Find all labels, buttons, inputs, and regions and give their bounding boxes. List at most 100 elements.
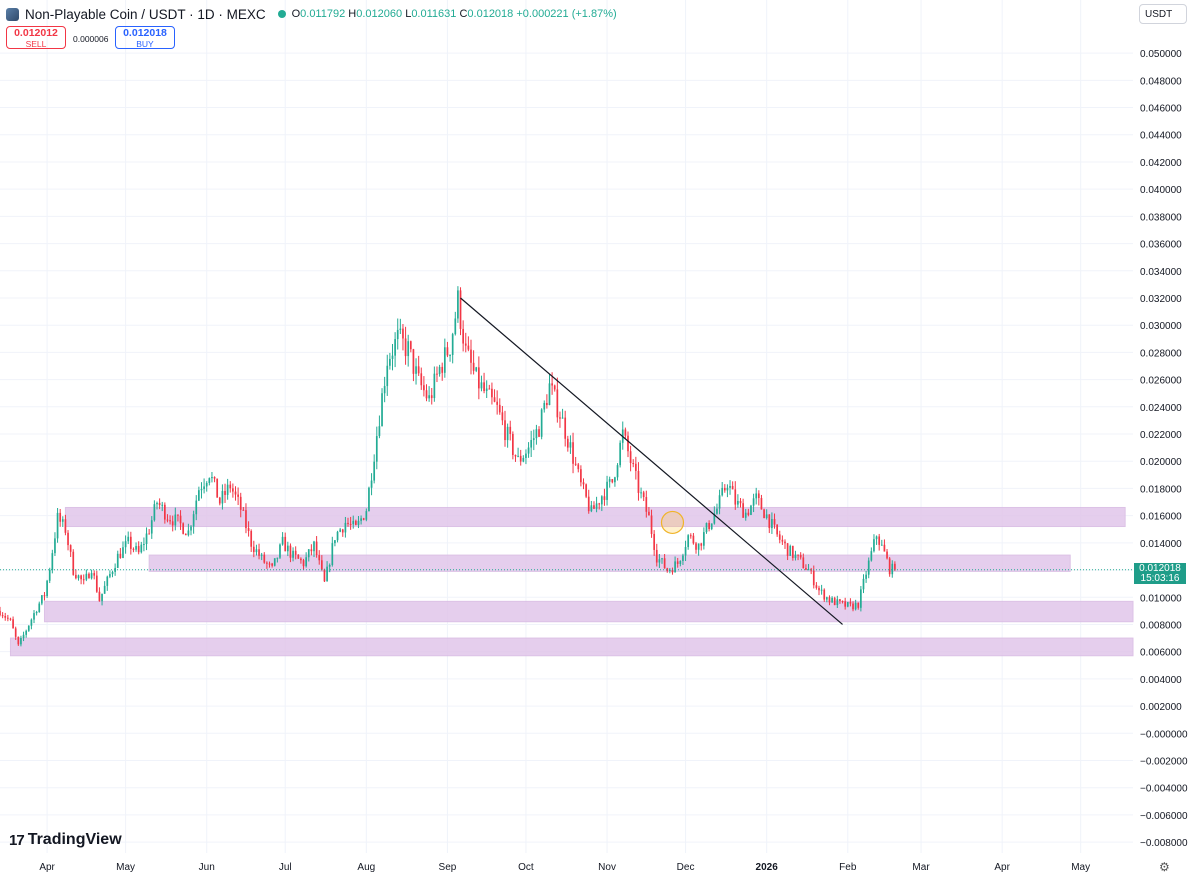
candle-body [417, 366, 420, 374]
y-tick-label: 0.048000 [1140, 76, 1182, 87]
candle-body [14, 628, 17, 637]
candle-body [6, 617, 9, 619]
candle-body [182, 523, 185, 534]
candle-body [655, 549, 658, 563]
candle-body [396, 329, 399, 340]
candle-body [504, 420, 506, 441]
candle-body [666, 568, 669, 572]
y-tick-label: 0.006000 [1140, 648, 1182, 659]
candle-body [569, 442, 572, 448]
x-tick-label: Mar [912, 862, 930, 873]
candle-body [242, 509, 245, 511]
candle-body [658, 559, 661, 563]
candle-body [33, 613, 35, 620]
breakout-marker [660, 510, 685, 535]
y-tick-label: 0.010000 [1140, 593, 1182, 604]
y-tick-label: 0.008000 [1140, 620, 1182, 631]
candle-body [755, 493, 758, 499]
candle-body [695, 543, 697, 550]
price-axis[interactable]: 0.050000 0.048000 0.046000 0.044000 0.042000… [1140, 49, 1188, 849]
candle-body [389, 358, 391, 366]
candle-body [391, 355, 394, 359]
candle-body [828, 597, 831, 603]
candle-body [697, 543, 700, 550]
candle-body [870, 551, 873, 561]
candle-body [663, 558, 666, 569]
candle-body [331, 543, 334, 565]
candle-body [360, 518, 362, 521]
x-tick-label: May [1071, 862, 1090, 873]
candle-body [614, 477, 616, 483]
candle-body [791, 545, 794, 558]
candle-body [349, 523, 352, 525]
candle-body [198, 490, 200, 501]
candle-body [818, 587, 820, 591]
candle-body [158, 502, 161, 506]
candle-body [846, 602, 849, 607]
candle-body [768, 514, 771, 529]
candle-body [226, 484, 229, 495]
candle-body [93, 573, 96, 576]
candle-body [648, 511, 650, 516]
candle-body [802, 557, 805, 569]
symbol-title[interactable]: Non-Playable Coin / USDT · 1D · MEXC [25, 6, 266, 22]
candle-body [268, 563, 271, 565]
candle-body [844, 601, 847, 607]
candle-body [854, 602, 857, 610]
currency-select[interactable]: USDT [1139, 4, 1187, 24]
candle-body [543, 403, 546, 410]
candle-body [559, 417, 561, 419]
candle-body [778, 534, 781, 540]
candle-body [731, 485, 734, 490]
candle-body [61, 519, 64, 522]
candle-body [750, 505, 752, 515]
candle-body [59, 512, 62, 522]
candle-body [245, 510, 247, 529]
candle-body [255, 549, 258, 553]
y-tick-label: 0.020000 [1140, 457, 1182, 468]
candle-body [82, 579, 85, 581]
candle-body [606, 481, 608, 500]
candle-body [650, 515, 653, 534]
candle-body [0, 610, 1, 616]
chart-header: Non-Playable Coin / USDT · 1D · MEXC O0.… [6, 5, 617, 23]
candle-body [171, 521, 174, 526]
settings-gear-icon[interactable]: ⚙ [1159, 860, 1170, 874]
candle-body [334, 540, 336, 544]
sell-button[interactable]: 0.012012 SELL [6, 26, 66, 49]
candle-body [386, 365, 389, 387]
tradingview-logo[interactable]: 17 TradingView [9, 831, 122, 849]
support-zone [43, 600, 1134, 623]
candle-body [580, 469, 582, 483]
candle-body [145, 533, 148, 545]
time-axis[interactable]: Apr May Jun Jul Aug Sep Oct Nov Dec 2026 Feb Mar Apr… [39, 862, 1090, 873]
candle-body [56, 512, 59, 539]
candle-body [203, 486, 205, 490]
candle-body [860, 589, 862, 608]
candle-body [17, 636, 20, 645]
candle-body [80, 575, 82, 580]
candle-body [208, 478, 211, 483]
candle-body [378, 426, 381, 437]
candle-body [140, 544, 143, 553]
candle-body [328, 564, 331, 567]
candle-body [169, 520, 171, 522]
candle-body [548, 383, 551, 406]
candle-body [862, 578, 865, 590]
candle-body [192, 514, 195, 527]
buy-button[interactable]: 0.012018 BUY [115, 26, 175, 49]
candle-body [653, 533, 656, 550]
candle-body [590, 505, 593, 512]
candle-body [703, 532, 705, 546]
candle-body [687, 535, 690, 548]
candle-body [679, 560, 682, 564]
y-tick-label: 0.032000 [1140, 294, 1182, 305]
y-tick-label: 0.044000 [1140, 131, 1182, 142]
candle-body [525, 453, 527, 458]
candle-body [776, 524, 778, 535]
x-tick-label: Dec [677, 862, 695, 873]
candle-body [101, 593, 103, 602]
candle-body [532, 438, 535, 441]
candle-body [464, 343, 467, 346]
